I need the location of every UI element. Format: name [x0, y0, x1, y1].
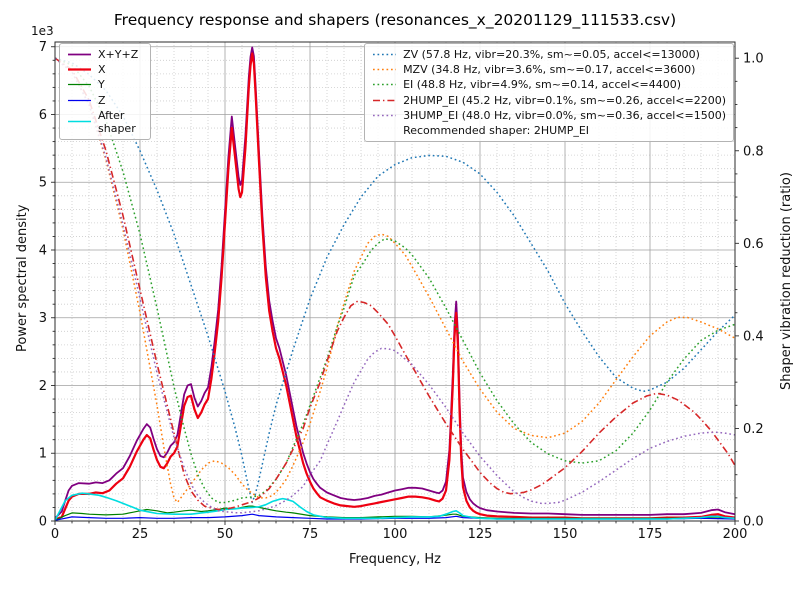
svg-text:0.4: 0.4 — [743, 329, 764, 344]
legend-line-sample — [68, 99, 91, 101]
right-axis-label-text: Shaper vibration reduction (ratio) — [779, 172, 794, 390]
svg-text:25: 25 — [132, 527, 149, 542]
legend-line-sample — [373, 99, 397, 101]
legend-line-sample — [373, 84, 397, 86]
series-shapers — [54, 57, 736, 514]
svg-text:3: 3 — [39, 311, 47, 326]
legend-line-sample — [373, 53, 397, 56]
chart-title: Frequency response and shapers (resonanc… — [113, 11, 677, 29]
tick-labels: 0 25 50 75 100 125 150 175 200 0 1 2 3 4 5 6 7 0.0 0.2 0.4 0… — [39, 40, 764, 542]
svg-text:50: 50 — [217, 527, 234, 542]
left-axis-label-text: Power spectral density — [15, 204, 30, 352]
legend-item-after-shaper: After shaper — [67, 109, 143, 135]
svg-text:4: 4 — [39, 243, 47, 258]
legend-item-recommended-shaper-label: Recommended shaper: 2HUMP_EI — [403, 123, 590, 137]
svg-text:175: 175 — [638, 527, 663, 542]
svg-text:7: 7 — [39, 40, 47, 55]
shaper-line-ei — [54, 57, 736, 504]
svg-text:6: 6 — [39, 108, 47, 123]
svg-text:0.2: 0.2 — [743, 422, 764, 437]
legend-item-y-label: Y — [98, 78, 105, 92]
legend-item-zv-label: ZV (57.8 Hz, vibr=20.3%, sm~=0.05, accel… — [403, 48, 700, 61]
shaper-line-mzv — [54, 57, 736, 504]
svg-text:0.0: 0.0 — [743, 515, 764, 530]
legend-item-x+y+z-label: X+Y+Z — [98, 48, 139, 61]
svg-text:0.6: 0.6 — [743, 237, 764, 252]
legend-item-ei-label: EI (48.8 Hz, vibr=4.9%, sm~=0.14, accel<… — [403, 78, 682, 92]
svg-text:2: 2 — [39, 379, 47, 394]
legend-item-after-shaper-label: After shaper — [98, 108, 136, 135]
legend-line-sample — [373, 69, 397, 71]
legend-item-recommended-shaper: Recommended shaper: 2HUMP_EI — [372, 124, 726, 137]
psd-line-x — [54, 52, 736, 521]
legend-line-sample — [68, 84, 91, 86]
svg-text:200: 200 — [723, 527, 748, 542]
psd-line-x+y+z — [54, 46, 736, 519]
legend-item-3hump_ei: 3HUMP_EI (48.0 Hz, vibr=0.0%, sm~=0.36, … — [372, 109, 726, 122]
x-axis-label: Frequency, Hz — [348, 552, 442, 567]
legend-item-3hump_ei-label: 3HUMP_EI (48.0 Hz, vibr=0.0%, sm~=0.36, … — [403, 108, 726, 122]
svg-text:75: 75 — [302, 527, 319, 542]
legend-item-ei: EI (48.8 Hz, vibr=4.9%, sm~=0.14, accel<… — [372, 78, 726, 91]
svg-text:125: 125 — [468, 527, 493, 542]
legend-item-x+y+z: X+Y+Z — [67, 48, 143, 61]
right-axis-label: Shaper vibration reduction (ratio) — [779, 172, 794, 390]
axis-ticks — [51, 46, 739, 525]
legend-item-2hump_ei-label: 2HUMP_EI (45.2 Hz, vibr=0.1%, sm~=0.26, … — [403, 93, 726, 107]
left-axis-offset-label: 1e3 — [31, 24, 54, 38]
shaper-line-2hump_ei — [54, 57, 736, 511]
legend-line-sample — [68, 121, 91, 123]
legend-line-sample — [373, 114, 397, 117]
legend-item-y: Y — [67, 78, 143, 91]
legend-item-x: X — [67, 63, 143, 76]
svg-text:5: 5 — [39, 176, 47, 191]
svg-text:1: 1 — [39, 447, 47, 462]
svg-text:100: 100 — [383, 527, 408, 542]
svg-text:0: 0 — [39, 515, 47, 530]
series-psd — [54, 46, 736, 521]
legend-shapers: ZV (57.8 Hz, vibr=20.3%, sm~=0.05, accel… — [364, 43, 734, 143]
shaper-line-zv — [54, 57, 736, 504]
svg-text:0.8: 0.8 — [743, 144, 764, 159]
svg-text:150: 150 — [553, 527, 578, 542]
legend-item-z: Z — [67, 94, 143, 107]
legend-item-z-label: Z — [98, 93, 106, 107]
legend-line-sample — [68, 68, 91, 71]
legend-line-sample — [372, 125, 397, 136]
psd-line-after-shaper — [54, 492, 736, 521]
legend-item-mzv-label: MZV (34.8 Hz, vibr=3.6%, sm~=0.17, accel… — [403, 63, 696, 77]
legend-item-mzv: MZV (34.8 Hz, vibr=3.6%, sm~=0.17, accel… — [372, 63, 726, 76]
legend-item-2hump_ei: 2HUMP_EI (45.2 Hz, vibr=0.1%, sm~=0.26, … — [372, 94, 726, 107]
svg-text:1.0: 1.0 — [743, 52, 764, 67]
left-axis-label: Power spectral density — [15, 205, 30, 352]
legend-line-sample — [68, 53, 91, 56]
legend-item-zv: ZV (57.8 Hz, vibr=20.3%, sm~=0.05, accel… — [372, 48, 726, 61]
svg-text:0: 0 — [51, 527, 59, 542]
legend-item-x-label: X — [98, 63, 106, 77]
legend-psd: X+Y+Z X Y Z After shaper — [59, 43, 151, 141]
